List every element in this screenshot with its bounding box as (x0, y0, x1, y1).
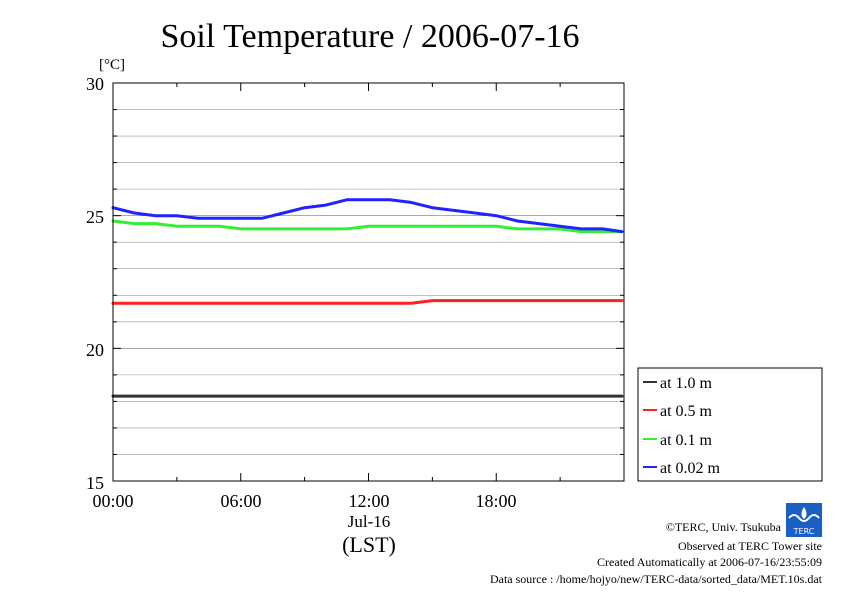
x-tick-label-1200: 12:00 (348, 491, 389, 511)
legend-box (637, 367, 823, 482)
legend-item-1-0m: at 1.0 m (643, 375, 713, 392)
legend-label-1-0m: at 1.0 m (660, 375, 713, 392)
series-line-at-0-1-m (111, 219, 624, 234)
y-tick-label-25: 25 (86, 207, 104, 227)
y-axis-unit-label: [°C] (99, 57, 125, 73)
legend-label-0-1m: at 0.1 m (660, 432, 713, 449)
axis-ticks (112, 82, 625, 482)
footer-observed: Observed at TERC Tower site (678, 539, 822, 553)
x-tick-label-1800: 18:00 (475, 491, 516, 511)
legend-item-0-1m: at 0.1 m (643, 432, 713, 449)
terc-logo-text: TERC (793, 527, 815, 536)
series-line-at-0-5-m (111, 299, 624, 305)
plot-area (111, 82, 625, 482)
legend-label-0-5m: at 0.5 m (660, 403, 713, 420)
x-tick-labels: 00:00 06:00 12:00 18:00 (92, 491, 516, 511)
y-tick-label-30: 30 (86, 74, 104, 94)
y-tick-label-20: 20 (86, 340, 104, 360)
terc-logo-wave-icon (788, 514, 820, 522)
x-axis-label: (LST) (342, 532, 396, 557)
legend: at 1.0 m at 0.5 m at 0.1 m at 0.02 m (637, 367, 823, 482)
footer-data-source: Data source : /home/hojyo/new/TERC-data/… (490, 572, 823, 586)
series-line-at-0-02-m (111, 198, 624, 234)
terc-logo: TERC (786, 503, 822, 537)
x-tick-label-0000: 00:00 (92, 491, 133, 511)
legend-item-0-02m: at 0.02 m (643, 460, 721, 477)
chart-title: Soil Temperature / 2006-07-16 (160, 18, 579, 55)
series-lines (111, 198, 624, 398)
y-tick-label-15: 15 (86, 473, 104, 493)
legend-item-0-5m: at 0.5 m (643, 403, 713, 420)
terc-logo-drop-icon (801, 507, 807, 519)
grid-lines (113, 109, 624, 455)
footer-copyright: ©TERC, Univ. Tsukuba (666, 520, 782, 534)
x-tick-label-0600: 06:00 (220, 491, 261, 511)
footer-created: Created Automatically at 2006-07-16/23:5… (597, 555, 822, 569)
y-tick-labels: 15 20 25 30 (86, 74, 104, 493)
legend-label-0-02m: at 0.02 m (660, 460, 721, 477)
date-label: Jul-16 (348, 512, 391, 531)
plot-frame (113, 83, 624, 481)
